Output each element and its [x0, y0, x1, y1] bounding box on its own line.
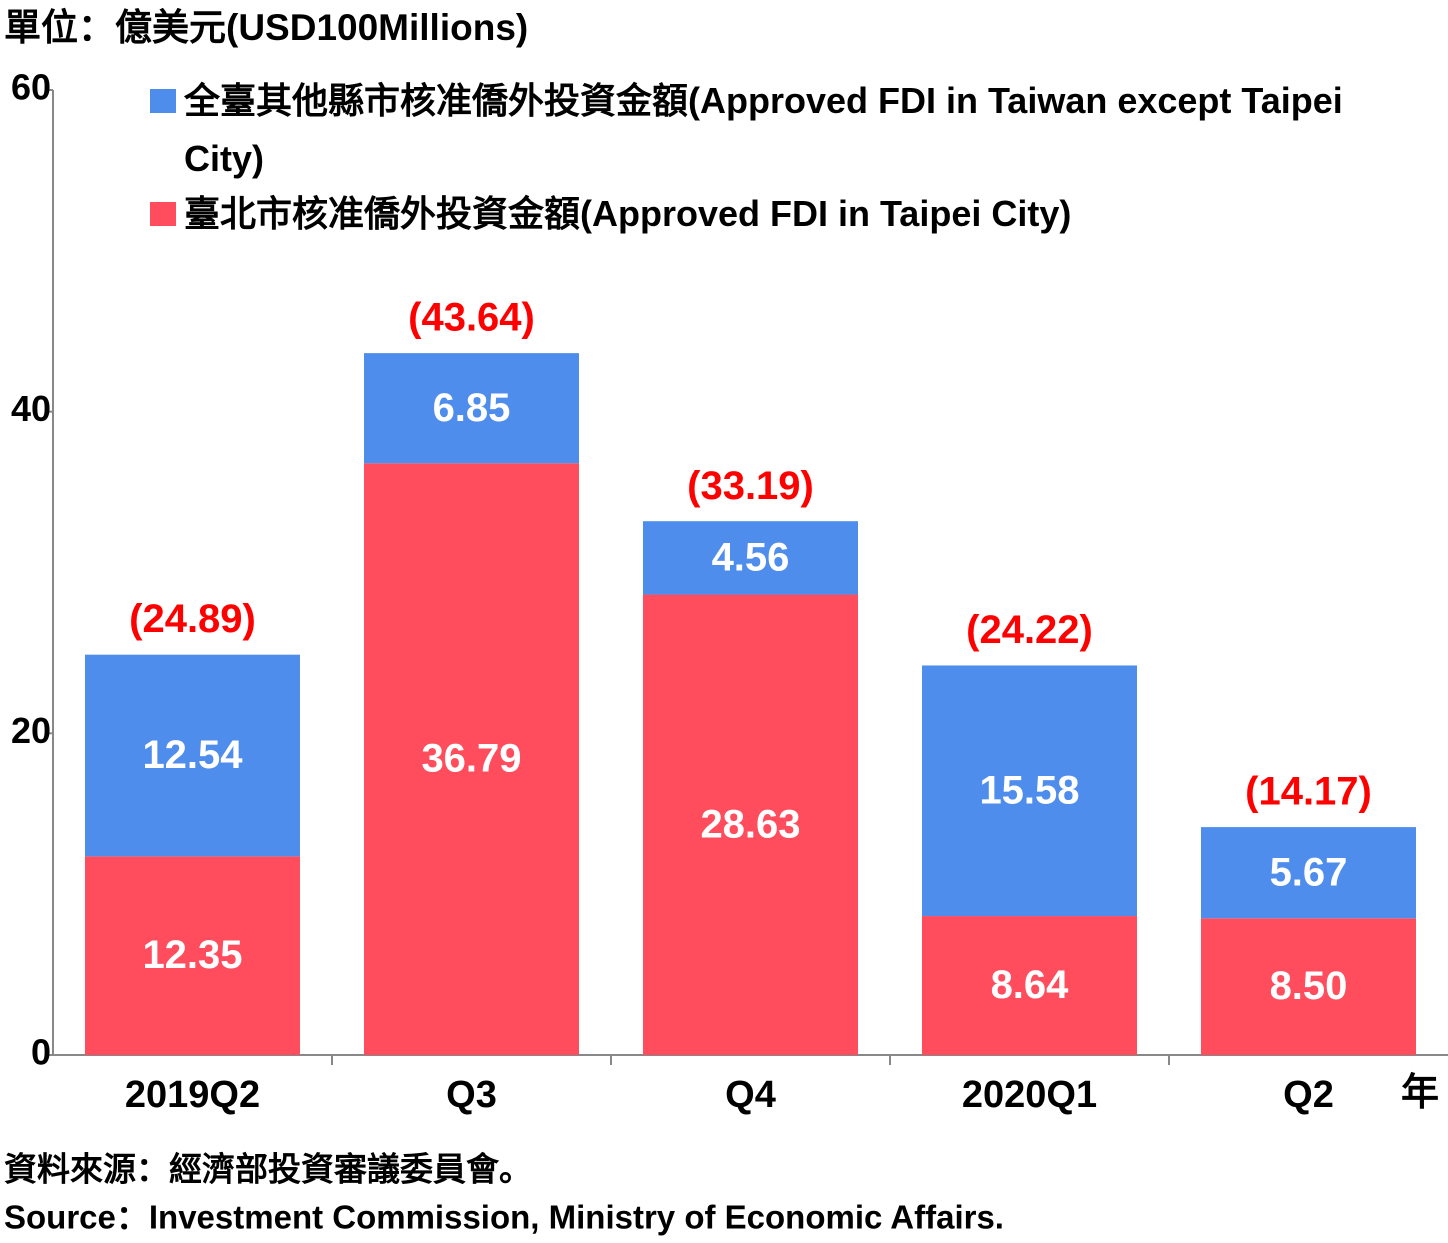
value-label: 28.63	[700, 802, 800, 846]
x-tick-label: 2020Q1	[962, 1074, 1097, 1116]
value-label: 8.50	[1270, 964, 1348, 1008]
bar-segment	[1201, 827, 1416, 919]
legend-item: 臺北市核准僑外投資金額(Approved FDI in Taipei City)	[150, 185, 1409, 243]
value-label: 36.79	[421, 737, 521, 781]
value-label: 5.67	[1270, 850, 1348, 894]
y-tick-label: 60	[11, 67, 51, 108]
value-label: 12.35	[142, 933, 242, 977]
x-tick-label: Q2	[1283, 1074, 1334, 1116]
value-label: 6.85	[433, 386, 511, 430]
x-tick-label: Q3	[446, 1074, 497, 1116]
legend-swatch	[150, 202, 176, 226]
y-tick-label: 20	[11, 710, 51, 751]
bar-segment	[364, 353, 579, 464]
legend-text: 臺北市核准僑外投資金額(Approved FDI in Taipei City)	[184, 193, 1072, 234]
value-label: 8.64	[991, 963, 1070, 1007]
bar-segment	[922, 916, 1137, 1055]
legend-text: 全臺其他縣市核准僑外投資金額(Approved FDI in Taiwan ex…	[184, 80, 1343, 179]
legend-swatch	[150, 89, 176, 113]
total-label: (24.89)	[129, 597, 256, 641]
source-zh: 資料來源：經濟部投資審議委員會。	[4, 1151, 532, 1188]
bar-segment	[85, 654, 300, 857]
value-label: 4.56	[712, 535, 790, 579]
bar-segment	[643, 594, 858, 1055]
unit-label: 單位：億美元(USD100Millions)	[4, 7, 528, 48]
total-label: (33.19)	[687, 464, 814, 508]
total-label: (14.17)	[1245, 770, 1372, 814]
x-tick-label: Q4	[725, 1074, 776, 1116]
y-tick-label: 0	[31, 1032, 51, 1073]
value-label: 15.58	[979, 768, 1079, 812]
x-unit: 年	[1401, 1072, 1439, 1114]
bar-segment	[922, 665, 1137, 917]
legend-item: 全臺其他縣市核准僑外投資金額(Approved FDI in Taiwan ex…	[150, 72, 1409, 188]
x-tick-label: 2019Q2	[125, 1074, 260, 1116]
total-label: (43.64)	[408, 296, 535, 340]
total-label: (24.22)	[966, 608, 1093, 652]
bar-segment	[364, 463, 579, 1055]
source-en: Source：Investment Commission, Ministry o…	[4, 1199, 1004, 1236]
y-tick-label: 40	[11, 388, 51, 429]
value-label: 12.54	[142, 733, 243, 777]
bar-segment	[1201, 918, 1416, 1055]
bar-segment	[85, 856, 300, 1055]
bar-segment	[643, 521, 858, 595]
